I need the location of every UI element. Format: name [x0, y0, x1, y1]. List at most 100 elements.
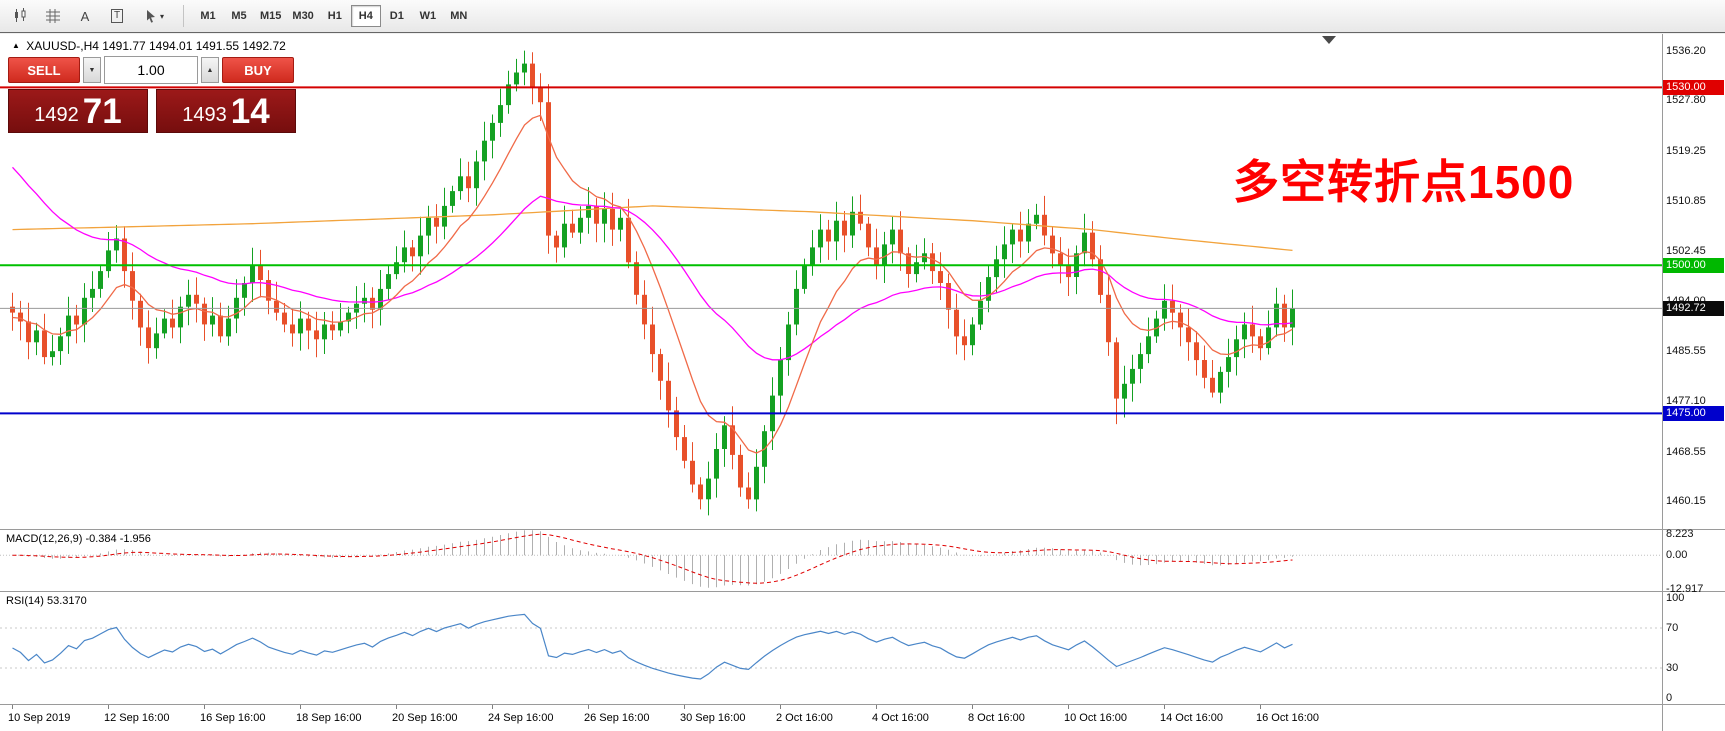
time-tick: [1164, 705, 1165, 709]
timeframe-button-m5[interactable]: M5: [224, 5, 254, 27]
price-tag: 1492.72: [1663, 301, 1724, 317]
timeframe-button-h1[interactable]: H1: [320, 5, 350, 27]
chart-annotation-text: 多空转折点1500: [1233, 156, 1575, 208]
price-axis-label: 1519.25: [1666, 145, 1706, 158]
time-axis-label: 10 Oct 16:00: [1064, 712, 1127, 724]
time-axis-label: 16 Sep 16:00: [200, 712, 266, 724]
sell-button[interactable]: SELL: [8, 57, 80, 83]
time-axis-label: 30 Sep 16:00: [680, 712, 746, 724]
volume-input[interactable]: [104, 56, 198, 84]
timeframe-group: M1 M5 M15 M30 H1 H4 D1 W1 MN: [193, 5, 474, 27]
cursor-glyph: [146, 10, 155, 23]
price-axis-border: [1662, 34, 1663, 731]
time-axis-label: 8 Oct 16:00: [968, 712, 1025, 724]
time-axis-label: 20 Sep 16:00: [392, 712, 458, 724]
price-tag: 1500.00: [1663, 258, 1724, 274]
toolbar: A T ▾ M1 M5 M15 M30 H1 H4 D1 W1 MN: [0, 0, 1725, 33]
time-axis[interactable]: 10 Sep 2019 12 Sep 16:00 16 Sep 16:00 18 Se…: [0, 705, 1662, 731]
timeframe-button-m1[interactable]: M1: [193, 5, 223, 27]
timeframe-button-mn[interactable]: MN: [444, 5, 474, 27]
time-axis-label: 18 Sep 16:00: [296, 712, 362, 724]
price-axis[interactable]: 1536.201527.801519.251510.851502.451494.…: [1663, 0, 1725, 731]
time-tick: [972, 705, 973, 709]
time-tick: [1068, 705, 1069, 709]
time-axis-label: 10 Sep 2019: [8, 712, 71, 724]
volume-increase-button[interactable]: ▲: [201, 57, 219, 83]
price-axis-label: 1477.10: [1666, 394, 1706, 407]
bid-price-display[interactable]: 1492 71: [8, 89, 148, 133]
timeframe-button-d1[interactable]: D1: [382, 5, 412, 27]
chart-expand-icon[interactable]: ▲: [12, 41, 20, 50]
one-click-trading-panel: SELL ▼ ▲ BUY 1492 71 1493 14: [8, 56, 296, 133]
symbol-title: XAUUSD-,H4: [26, 39, 99, 53]
macd-label: MACD(12,26,9) -0.384 -1.956: [6, 533, 151, 545]
ask-price-pips: 14: [230, 92, 270, 131]
macd-axis-label: -12.917: [1666, 583, 1704, 596]
price-axis-label: 1502.45: [1666, 244, 1706, 257]
rsi-axis-label: 0: [1666, 692, 1673, 704]
rsi-axis-label: 30: [1666, 662, 1679, 674]
text-label-icon[interactable]: A: [70, 3, 100, 29]
panel-divider[interactable]: [0, 591, 1725, 592]
time-tick: [492, 705, 493, 709]
timeframe-button-m30[interactable]: M30: [287, 5, 318, 27]
time-tick: [12, 705, 13, 709]
timeframe-button-h4[interactable]: H4: [350, 5, 381, 27]
time-axis-label: 26 Sep 16:00: [584, 712, 650, 724]
price-axis-label: 1485.55: [1666, 344, 1706, 357]
time-tick: [1260, 705, 1261, 709]
price-tag: 1475.00: [1663, 406, 1724, 422]
rsi-axis-label: 100: [1666, 592, 1685, 604]
time-tick: [204, 705, 205, 709]
panel-divider[interactable]: [0, 704, 1725, 705]
chart-shift-marker: [1322, 36, 1336, 44]
time-tick: [876, 705, 877, 709]
price-axis-label: 1536.20: [1666, 44, 1706, 57]
time-axis-label: 24 Sep 16:00: [488, 712, 554, 724]
chevron-down-icon: ▾: [159, 11, 164, 21]
time-axis-label: 12 Sep 16:00: [104, 712, 170, 724]
symbol-info: ▲ XAUUSD-,H4 1491.77 1494.01 1491.55 149…: [12, 39, 286, 53]
rsi-axis-label: 70: [1666, 622, 1679, 634]
price-axis-label: 1510.85: [1666, 194, 1706, 207]
macd-axis-label: 8.223: [1666, 527, 1694, 540]
timeframe-button-m15[interactable]: M15: [255, 5, 286, 27]
bid-price-main: 1492: [34, 104, 79, 126]
ask-price-main: 1493: [182, 104, 227, 126]
grid-glyph: [46, 9, 60, 23]
price-axis-label: 1460.15: [1666, 495, 1706, 508]
price-axis-label: 1527.80: [1666, 94, 1706, 107]
time-axis-label: 14 Oct 16:00: [1160, 712, 1223, 724]
rsi-panel[interactable]: [0, 592, 1662, 704]
macd-axis-label: 0.00: [1666, 549, 1688, 562]
grid-icon[interactable]: [38, 3, 68, 29]
price-axis-label: 1468.55: [1666, 445, 1706, 458]
text-frame-icon[interactable]: T: [102, 3, 132, 29]
time-tick: [780, 705, 781, 709]
time-tick: [684, 705, 685, 709]
volume-decrease-button[interactable]: ▼: [83, 57, 101, 83]
rsi-label: RSI(14) 53.3170: [6, 595, 87, 607]
toolbar-separator: [183, 5, 184, 27]
bid-price-pips: 71: [82, 92, 122, 131]
text-frame-glyph: T: [110, 9, 124, 23]
time-axis-label: 16 Oct 16:00: [1256, 712, 1319, 724]
shapes-dropdown-icon[interactable]: ▾: [134, 3, 174, 29]
time-axis-label: 4 Oct 16:00: [872, 712, 929, 724]
candlestick-chart-glyph: [15, 8, 26, 22]
time-tick: [300, 705, 301, 709]
panel-divider[interactable]: [0, 529, 1725, 530]
macd-panel[interactable]: [0, 530, 1662, 591]
timeframe-button-w1[interactable]: W1: [413, 5, 443, 27]
symbol-ohlc: 1491.77 1494.01 1491.55 1492.72: [102, 39, 286, 53]
price-tag: 1530.00: [1663, 80, 1724, 96]
time-axis-label: 2 Oct 16:00: [776, 712, 833, 724]
time-tick: [108, 705, 109, 709]
time-tick: [396, 705, 397, 709]
time-tick: [588, 705, 589, 709]
ask-price-display[interactable]: 1493 14: [156, 89, 296, 133]
buy-button[interactable]: BUY: [222, 57, 294, 83]
candlestick-chart-icon[interactable]: [6, 3, 36, 29]
text-label-glyph: A: [80, 8, 90, 24]
